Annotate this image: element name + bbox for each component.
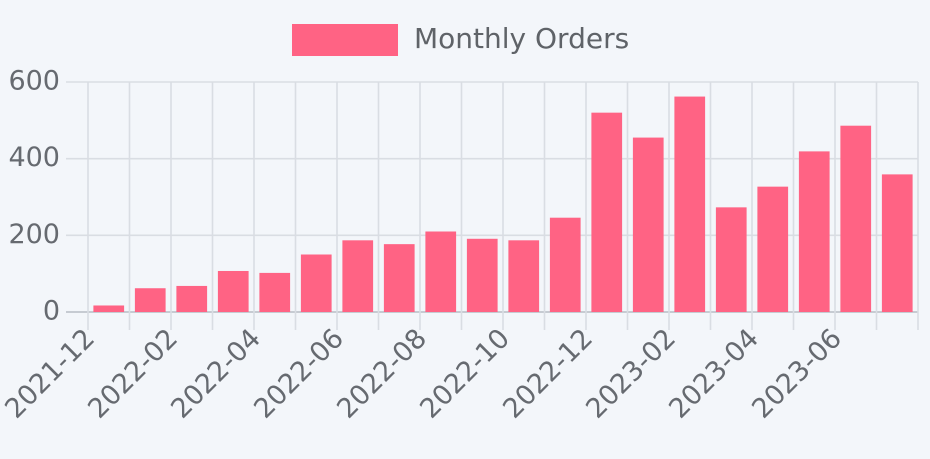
bar-layer xyxy=(93,96,913,313)
bar[interactable] xyxy=(840,125,872,312)
x-tick-label: 2022-10 xyxy=(414,323,516,425)
bar[interactable] xyxy=(466,238,498,312)
x-tick-label: 2023-02 xyxy=(580,323,682,425)
x-tick-label: 2023-06 xyxy=(746,323,848,425)
y-tick-label: 200 xyxy=(8,219,60,250)
y-tick-label: 600 xyxy=(8,66,60,97)
x-tick-label: 2022-04 xyxy=(165,323,267,425)
bar[interactable] xyxy=(632,137,664,312)
bar[interactable] xyxy=(176,285,208,312)
bar[interactable] xyxy=(93,305,125,312)
x-tick-label: 2021-12 xyxy=(0,323,101,425)
bar[interactable] xyxy=(425,231,457,313)
y-tick-label: 400 xyxy=(8,142,60,173)
y-tick-label: 0 xyxy=(43,296,60,327)
x-tick-label: 2022-08 xyxy=(331,323,433,425)
bar[interactable] xyxy=(259,272,291,312)
bar[interactable] xyxy=(798,151,830,312)
grid-layer xyxy=(66,81,919,330)
bar[interactable] xyxy=(591,112,623,313)
legend-label: Monthly Orders xyxy=(414,22,629,55)
bar[interactable] xyxy=(549,217,581,312)
bar[interactable] xyxy=(383,244,415,312)
x-tick-label: 2023-04 xyxy=(663,323,765,425)
legend-swatch xyxy=(292,24,398,56)
x-tick-label: 2022-02 xyxy=(82,323,184,425)
legend[interactable]: Monthly Orders xyxy=(292,22,629,56)
bar[interactable] xyxy=(757,186,789,312)
bar[interactable] xyxy=(674,96,706,312)
x-tick-label: 2022-12 xyxy=(497,323,599,425)
x-tick-label: 2022-06 xyxy=(248,323,350,425)
bar[interactable] xyxy=(715,207,747,312)
bar[interactable] xyxy=(342,240,374,312)
bar[interactable] xyxy=(300,254,332,313)
bar[interactable] xyxy=(508,240,540,312)
bar[interactable] xyxy=(881,174,913,312)
bar[interactable] xyxy=(134,288,166,312)
bar[interactable] xyxy=(217,270,249,312)
